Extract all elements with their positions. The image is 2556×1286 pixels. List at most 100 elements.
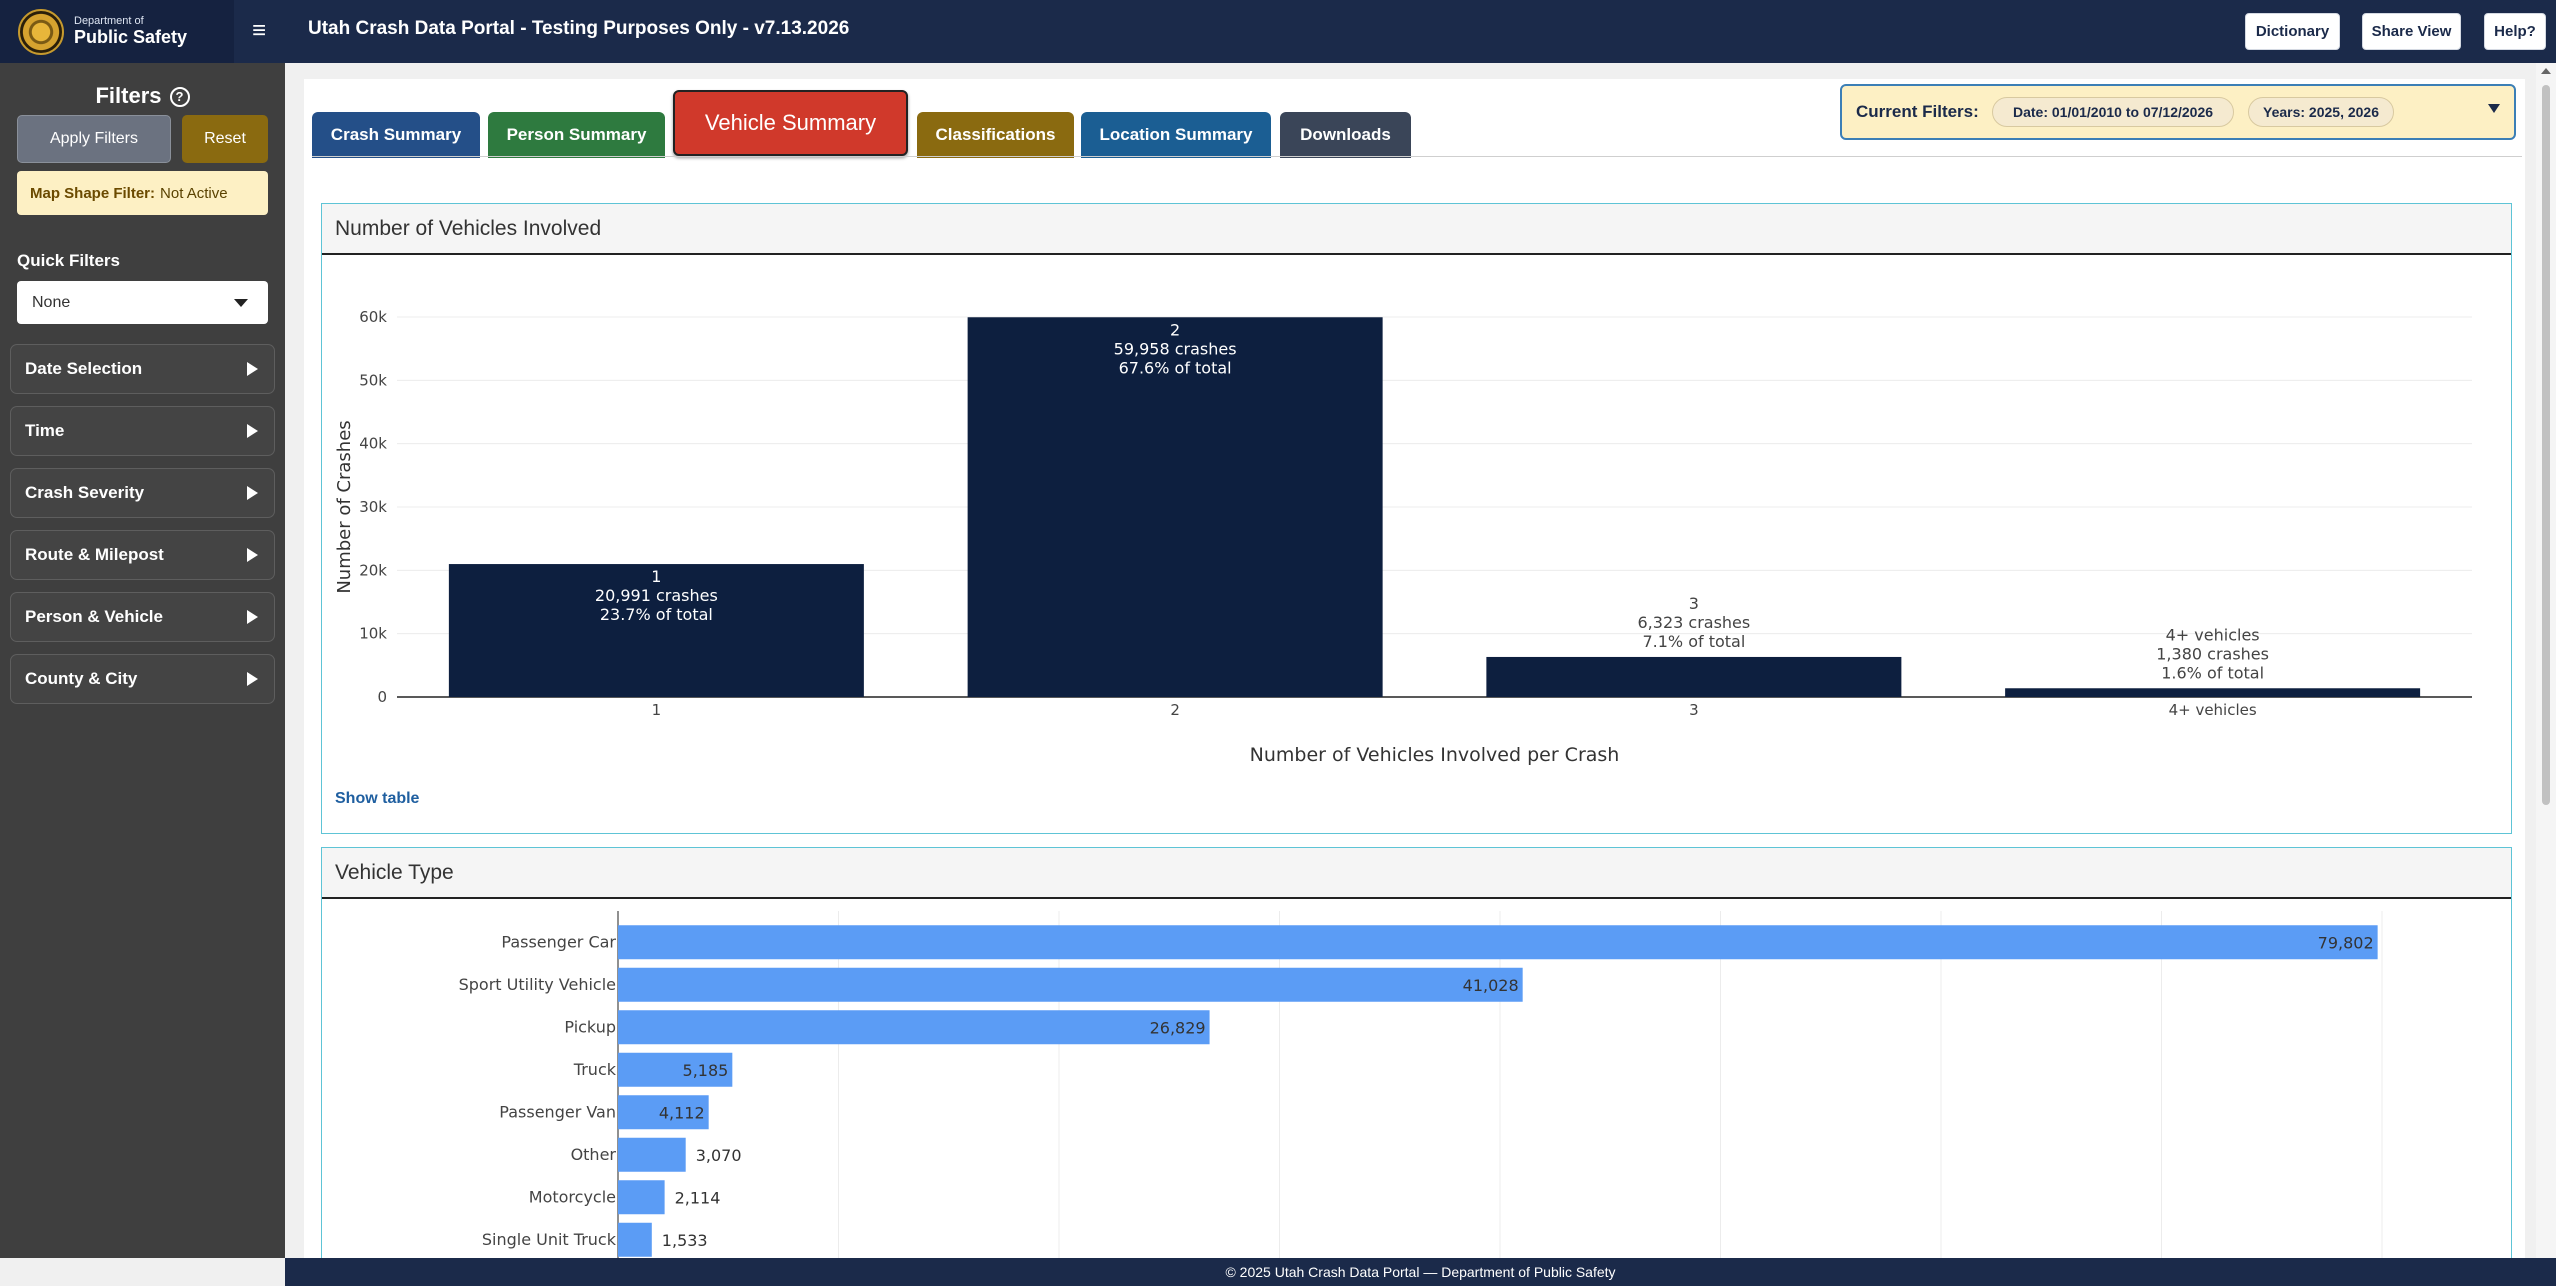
bar <box>618 1095 709 1130</box>
y-tick-label: 50k <box>359 371 387 389</box>
apply-filters-button[interactable]: Apply Filters <box>17 115 171 163</box>
tab-crash-summary[interactable]: Crash Summary <box>312 112 480 158</box>
category-label: Motorcycle <box>529 1187 616 1206</box>
x-tick-label: 2 <box>1170 701 1180 719</box>
share-view-button[interactable]: Share View <box>2362 13 2461 50</box>
vehicle-type-card: Vehicle Type Passenger Car 79,802 Sport Ut… <box>321 847 2512 1267</box>
bar-value-label: 26,829 <box>1150 1018 1206 1037</box>
category-label: Pickup <box>564 1017 616 1036</box>
bar <box>448 564 864 697</box>
dictionary-button[interactable]: Dictionary <box>2245 13 2340 50</box>
bar-data-label: 23.7% of total <box>600 605 713 624</box>
logo-big-text: Public Safety <box>74 26 188 47</box>
bar <box>618 967 1523 1002</box>
accordion-person-vehicle[interactable]: Person & Vehicle <box>10 592 275 642</box>
tab-downloads[interactable]: Downloads <box>1280 112 1411 158</box>
current-filters-panel[interactable]: Current Filters: Date: 01/01/2010 to 07/… <box>1840 84 2516 140</box>
menu-toggle-icon[interactable]: ≡ <box>251 17 266 44</box>
accordion-label: Route & Milepost <box>25 545 164 564</box>
accordion-crash-severity[interactable]: Crash Severity <box>10 468 275 518</box>
category-label: Truck <box>573 1060 617 1079</box>
bar <box>618 1180 665 1215</box>
accordion-county-city[interactable]: County & City <box>10 654 275 704</box>
bar-value-label: 41,028 <box>1463 976 1519 995</box>
years-filter-pill: Years: 2025, 2026 <box>2248 97 2394 127</box>
expand-arrow-icon <box>247 486 258 500</box>
bar-data-label: 2 <box>1170 320 1180 339</box>
category-label: Sport Utility Vehicle <box>459 975 616 994</box>
x-axis-title: Number of Vehicles Involved per Crash <box>1250 744 1620 766</box>
bar-data-label: 67.6% of total <box>1119 358 1232 377</box>
accordion-route-milepost[interactable]: Route & Milepost <box>10 530 275 580</box>
reset-button[interactable]: Reset <box>182 115 268 163</box>
filters-title: Filters <box>95 83 162 108</box>
bar-data-label: 7.1% of total <box>1642 632 1745 651</box>
accordion-date-selection[interactable]: Date Selection <box>10 344 275 394</box>
bar-data-label: 6,323 crashes <box>1638 613 1751 632</box>
x-tick-label: 4+ vehicles <box>2169 701 2257 719</box>
accordion-label: Date Selection <box>25 359 143 378</box>
vehicle-type-chart: Passenger Car 79,802 Sport Utility Vehicle… <box>459 911 2383 1265</box>
bar <box>618 1222 652 1257</box>
bar-data-label: 1 <box>651 567 661 586</box>
filters-heading: Filters? <box>0 83 285 109</box>
bar-data-label: 1.6% of total <box>2161 663 2264 682</box>
bar-data-label: 20,991 crashes <box>595 586 718 605</box>
y-tick-label: 60k <box>359 308 387 326</box>
show-table-link[interactable]: Show table <box>335 790 420 807</box>
dps-logo[interactable]: Department of Public Safety <box>0 0 234 63</box>
accordion-label: Time <box>25 421 65 440</box>
quick-filters-label: Quick Filters <box>17 251 120 270</box>
category-label: Other <box>571 1145 617 1164</box>
filters-sidebar: Filters? Apply Filters Reset Map Shape F… <box>0 63 285 1258</box>
accordion-label: Crash Severity <box>25 483 145 502</box>
y-tick-label: 10k <box>359 625 387 643</box>
collapse-arrow-icon[interactable] <box>2488 104 2500 113</box>
tab-classifications[interactable]: Classifications <box>917 112 1074 158</box>
state-seal-icon <box>18 8 64 55</box>
category-label: Passenger Car <box>501 932 616 951</box>
bar <box>618 1010 1210 1045</box>
card-title: Vehicle Type <box>322 848 2511 899</box>
bar <box>618 925 2378 960</box>
scrollbar-thumb[interactable] <box>2542 85 2550 805</box>
map-shape-label: Map Shape Filter: <box>30 184 156 202</box>
y-axis-title: Number of Crashes <box>334 420 355 593</box>
tab-divider <box>312 156 2522 157</box>
page-scrollbar[interactable] <box>2536 63 2556 1258</box>
logo-small-text: Department of <box>74 15 144 28</box>
map-shape-value: Not Active <box>160 184 228 202</box>
x-tick-label: 1 <box>652 701 662 719</box>
y-tick-label: 30k <box>359 498 387 516</box>
tab-person-summary[interactable]: Person Summary <box>488 112 665 158</box>
chevron-down-icon <box>234 299 248 307</box>
bar <box>2005 688 2421 697</box>
question-icon[interactable]: ? <box>169 87 190 107</box>
y-tick-label: 0 <box>377 688 387 706</box>
expand-arrow-icon <box>247 610 258 624</box>
bar-data-label: 4+ vehicles <box>2166 625 2260 644</box>
bar-value-label: 4,112 <box>659 1103 705 1122</box>
quick-filters-value: None <box>32 293 71 311</box>
accordion-time[interactable]: Time <box>10 406 275 456</box>
accordion-label: Person & Vehicle <box>25 607 163 626</box>
bar-value-label: 1,533 <box>662 1231 708 1250</box>
bar <box>618 1052 733 1087</box>
date-filter-pill: Date: 01/01/2010 to 07/12/2026 <box>1992 97 2234 127</box>
vehicles-involved-card: Number of Vehicles Involved 0 10k 20k 30k 40… <box>321 203 2512 834</box>
y-tick-label: 40k <box>359 435 387 453</box>
tab-vehicle-summary[interactable]: Vehicle Summary <box>673 90 908 156</box>
help-button[interactable]: Help? <box>2484 13 2546 50</box>
bar <box>967 317 1383 697</box>
app-title: Utah Crash Data Portal - Testing Purpose… <box>308 18 850 39</box>
scroll-up-icon[interactable] <box>2541 68 2551 74</box>
tab-location-summary[interactable]: Location Summary <box>1081 112 1271 158</box>
bar-data-label: 1,380 crashes <box>2156 644 2269 663</box>
quick-filters-select[interactable]: None <box>17 281 268 324</box>
expand-arrow-icon <box>247 672 258 686</box>
category-label: Passenger Van <box>499 1102 616 1121</box>
page-footer: © 2025 Utah Crash Data Portal — Departme… <box>285 1258 2556 1286</box>
x-tick-label: 3 <box>1689 701 1699 719</box>
bar <box>1486 656 1902 697</box>
